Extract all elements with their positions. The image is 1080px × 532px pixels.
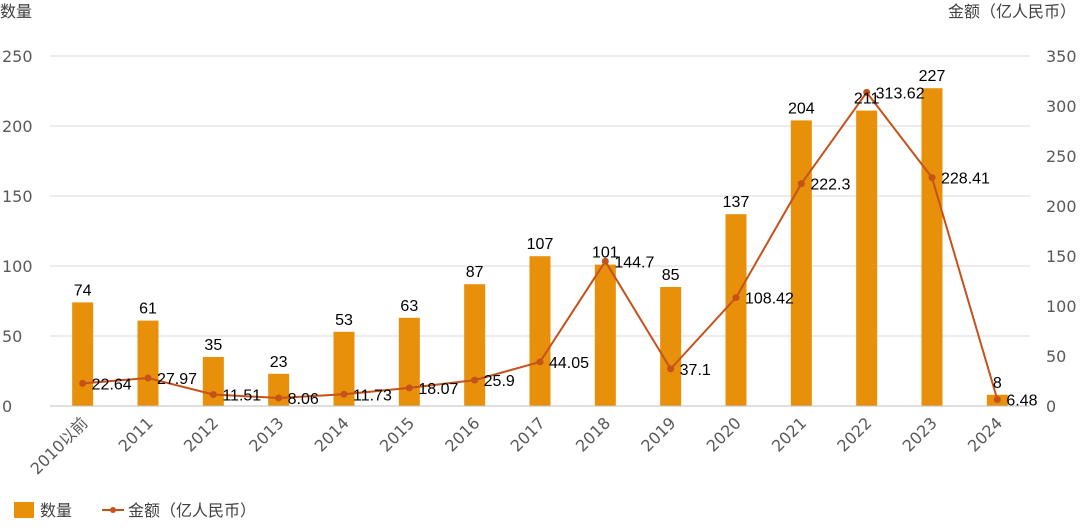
left-axis-title: 数量 bbox=[0, 2, 32, 21]
right-tick-label: 350 bbox=[1046, 47, 1077, 66]
right-tick-label: 100 bbox=[1046, 297, 1077, 316]
x-tick-label: 2021 bbox=[768, 413, 810, 455]
bar bbox=[660, 287, 682, 406]
bar bbox=[790, 120, 812, 407]
bar-value-label: 87 bbox=[466, 264, 484, 281]
line-value-label: 25.9 bbox=[484, 373, 515, 390]
x-tick-label: 2020 bbox=[703, 413, 745, 455]
data-labels: 74 61 35 23 53 63 87 107 101 85 137 204 211 227 8 22.64… bbox=[74, 68, 1038, 409]
line-series bbox=[79, 88, 1001, 404]
x-tick-label: 2013 bbox=[245, 413, 287, 455]
legend-line-label: 金额（亿人民币） bbox=[128, 501, 256, 520]
bar-value-label: 53 bbox=[335, 312, 353, 329]
bar-value-label: 8 bbox=[993, 375, 1002, 392]
bar-value-label: 63 bbox=[400, 298, 418, 315]
bar bbox=[725, 214, 747, 406]
left-tick-label: 50 bbox=[2, 327, 22, 346]
bar-value-label: 35 bbox=[204, 337, 222, 354]
x-tick-label: 2014 bbox=[311, 413, 353, 455]
legend: 数量 金额（亿人民币） bbox=[14, 501, 256, 520]
x-tick-label: 2022 bbox=[833, 413, 875, 455]
line-value-label: 313.62 bbox=[876, 85, 925, 102]
legend-bar-swatch bbox=[14, 502, 34, 518]
line-value-label: 228.41 bbox=[941, 171, 990, 188]
bar-value-label: 61 bbox=[139, 301, 157, 318]
line-value-label: 11.51 bbox=[222, 387, 261, 404]
right-tick-label: 150 bbox=[1046, 247, 1077, 266]
line-point bbox=[79, 379, 87, 387]
right-tick-label: 0 bbox=[1046, 397, 1056, 416]
line-value-label: 37.1 bbox=[680, 362, 711, 379]
line-point bbox=[732, 294, 740, 302]
bar-value-label: 23 bbox=[270, 354, 288, 371]
line-value-label: 144.7 bbox=[614, 254, 654, 271]
bar bbox=[594, 264, 616, 406]
bar bbox=[398, 317, 420, 406]
line-point bbox=[405, 384, 413, 392]
bar-value-label: 107 bbox=[527, 236, 554, 253]
line-value-label: 11.73 bbox=[353, 387, 392, 404]
left-tick-label: 150 bbox=[2, 187, 33, 206]
right-tick-label: 250 bbox=[1046, 147, 1077, 166]
bar bbox=[137, 320, 159, 406]
x-tick-label: 2023 bbox=[899, 413, 941, 455]
bar-value-label: 101 bbox=[592, 245, 619, 262]
line-value-label: 18.07 bbox=[418, 381, 458, 398]
bar bbox=[72, 302, 94, 406]
line-point bbox=[993, 396, 1001, 404]
bar-value-label: 211 bbox=[854, 91, 880, 108]
line-value-label: 44.05 bbox=[549, 355, 589, 372]
left-tick-label: 250 bbox=[2, 47, 33, 66]
bar-value-label: 85 bbox=[662, 267, 680, 284]
line-point bbox=[797, 180, 805, 188]
right-tick-label: 200 bbox=[1046, 197, 1077, 216]
line-value-label: 27.97 bbox=[157, 371, 197, 388]
line-point bbox=[209, 390, 217, 398]
line-point bbox=[471, 376, 479, 384]
bar bbox=[202, 357, 224, 406]
line-point bbox=[863, 88, 871, 96]
line-value-label: 8.06 bbox=[288, 391, 319, 408]
line-point bbox=[275, 394, 283, 402]
line-point bbox=[928, 174, 936, 182]
x-tick-label: 2018 bbox=[572, 413, 614, 455]
bar bbox=[464, 284, 486, 406]
line-point bbox=[340, 390, 348, 398]
bar-value-label: 227 bbox=[919, 68, 946, 85]
bar-value-label: 204 bbox=[788, 100, 815, 117]
line-value-label: 222.3 bbox=[810, 177, 850, 194]
x-tick-label: 2012 bbox=[180, 413, 222, 455]
right-tick-label: 50 bbox=[1046, 347, 1066, 366]
line-value-label: 108.42 bbox=[745, 291, 794, 308]
x-tick-label: 2017 bbox=[507, 413, 549, 455]
x-tick-label: 2010以前 bbox=[27, 413, 92, 478]
bar-value-label: 137 bbox=[723, 194, 750, 211]
bar bbox=[333, 331, 355, 406]
x-tick-label: 2011 bbox=[115, 413, 157, 455]
x-tick-label: 2019 bbox=[637, 413, 679, 455]
bar bbox=[529, 256, 551, 406]
bar bbox=[856, 110, 878, 406]
left-tick-label: 0 bbox=[2, 397, 12, 416]
left-tick-label: 200 bbox=[2, 117, 33, 136]
x-tick-label: 2016 bbox=[441, 413, 483, 455]
line-value-label: 22.64 bbox=[92, 376, 132, 393]
legend-bar-label: 数量 bbox=[40, 501, 72, 520]
bar-value-label: 74 bbox=[74, 282, 92, 299]
right-tick-label: 300 bbox=[1046, 97, 1077, 116]
left-tick-label: 100 bbox=[2, 257, 33, 276]
legend-line-marker bbox=[110, 507, 116, 513]
line-point bbox=[144, 374, 152, 382]
bar-series bbox=[72, 88, 1008, 407]
right-axis-title: 金额（亿人民币） bbox=[948, 2, 1076, 21]
line-point bbox=[667, 365, 675, 373]
x-tick-label: 2015 bbox=[376, 413, 418, 455]
line-point bbox=[601, 257, 609, 265]
x-tick-label: 2024 bbox=[964, 413, 1006, 455]
bar bbox=[921, 88, 943, 406]
line-value-label: 6.48 bbox=[1006, 393, 1037, 410]
line-point bbox=[536, 358, 544, 366]
